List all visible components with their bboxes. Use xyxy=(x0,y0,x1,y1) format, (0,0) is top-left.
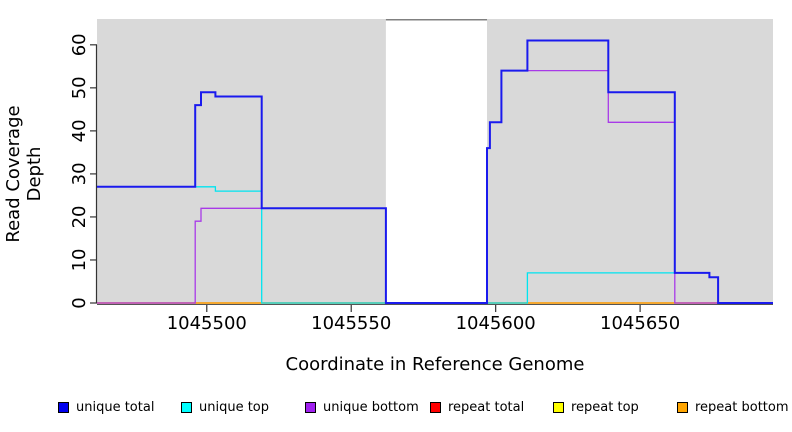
y-tick-label: 60 xyxy=(69,33,90,56)
legend-entry-repeat-total: repeat total xyxy=(430,400,524,415)
masked-region xyxy=(385,19,487,305)
x-tick-label: 1045600 xyxy=(456,313,536,334)
series-line-unique-total xyxy=(97,39,773,304)
y-tick-label: 10 xyxy=(69,249,90,272)
x-tick-label: 1045550 xyxy=(311,313,391,334)
x-tick-label: 1045650 xyxy=(600,313,680,334)
legend-label: repeat bottom xyxy=(695,400,789,415)
legend-entry-unique-total: unique total xyxy=(58,400,154,415)
legend-swatch-icon xyxy=(430,402,441,413)
legend-label: repeat total xyxy=(448,400,525,415)
y-tick-label: 20 xyxy=(69,205,90,228)
legend-label: unique bottom xyxy=(323,400,419,415)
x-tick-label: 1045500 xyxy=(167,313,247,334)
y-axis-title: Read Coverage Depth xyxy=(3,105,45,243)
legend-entry-unique-top: unique top xyxy=(181,400,269,415)
legend-swatch-icon xyxy=(181,402,192,413)
y-tick-label: 0 xyxy=(69,297,90,308)
x-axis-title: Coordinate in Reference Genome xyxy=(285,354,585,375)
legend-label: unique top xyxy=(199,400,270,415)
legend: unique total unique top unique bottom repea… xyxy=(0,398,792,432)
legend-entry-repeat-bottom: repeat bottom xyxy=(677,400,789,415)
legend-swatch-icon xyxy=(677,402,688,413)
legend-entry-repeat-top: repeat top xyxy=(553,400,639,415)
y-tick-label: 50 xyxy=(69,76,90,99)
legend-swatch-icon xyxy=(553,402,564,413)
y-tick-label: 40 xyxy=(69,119,90,142)
legend-label: unique total xyxy=(76,400,155,415)
legend-swatch-icon xyxy=(305,402,316,413)
legend-label: repeat top xyxy=(571,400,639,415)
legend-swatch-icon xyxy=(58,402,69,413)
y-tick-label: 30 xyxy=(69,162,90,185)
legend-entry-unique-bottom: unique bottom xyxy=(305,400,419,415)
